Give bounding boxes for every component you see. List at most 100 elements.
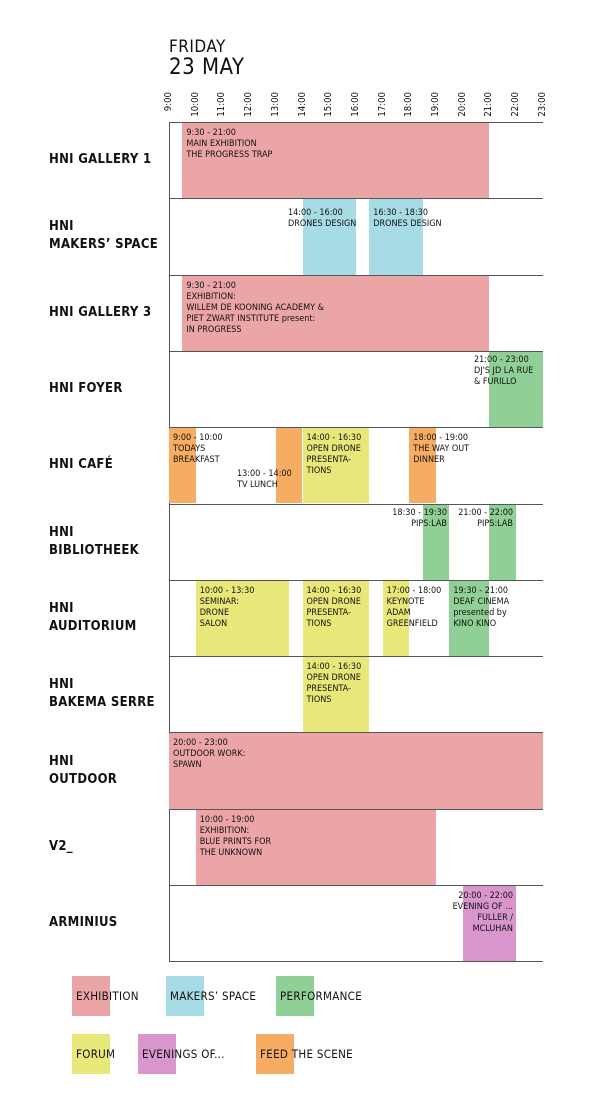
event-label: 10:00 - 19:00 EXHIBITION: BLUE PRINTS FOR T… — [200, 815, 272, 859]
event-block — [182, 123, 490, 199]
event-label-line: ADAM — [386, 607, 411, 618]
event-label-line: DEAF CINEMA — [453, 596, 510, 607]
venue-name: HNI GALLERY 1 — [49, 151, 151, 169]
legend-label: FEED THE SCENE — [260, 1047, 354, 1061]
event-label-line: presented by — [453, 607, 507, 618]
event-label: 17:00 - 18:00 KEYNOTE ADAM GREENFIELD — [387, 586, 442, 630]
event-block — [195, 580, 290, 657]
hour-label: 16:00 — [349, 92, 361, 117]
venue-name-line: HNI — [49, 753, 74, 769]
venue-name-line: ARMINIUS — [49, 915, 118, 931]
event-label-line: TIONS — [306, 695, 332, 706]
event-block — [489, 351, 543, 428]
date-label: 23 MAY — [169, 55, 245, 80]
event-label-line: THE UNKNOWN — [199, 847, 263, 858]
event-label: 16:30 - 18:30 DRONES DESIGN — [373, 208, 441, 230]
axis-start-line — [169, 122, 170, 962]
event-label: 20:00 - 22:00 EVENING OF ... FULLER / MCLUH… — [441, 891, 513, 935]
row-divider — [169, 808, 543, 810]
event-label-line: KEYNOTE — [386, 596, 425, 607]
legend-label: EVENINGS OF... — [142, 1047, 225, 1061]
legend-swatch — [166, 976, 204, 1016]
event-block — [169, 733, 543, 809]
hour-label: 11:00 — [216, 92, 228, 117]
row-divider — [169, 656, 543, 658]
event-label-line: 10:00 - 13:30 — [199, 585, 255, 596]
row-divider — [169, 427, 543, 429]
event-label-line: 14:00 - 16:30 — [306, 585, 362, 596]
event-label-line: MAIN EXHIBITION — [186, 139, 257, 149]
event-block — [489, 504, 517, 580]
legend-label: FORUM — [76, 1047, 116, 1061]
event-label-line: IN PROGRESS — [186, 324, 242, 335]
event-label-line: THE PROGRESS TRAP — [186, 150, 273, 160]
venue-name-line: V2_ — [49, 838, 73, 854]
venue-name-line: HNI — [49, 219, 74, 235]
event-label-line: 18:00 - 19:00 — [413, 433, 469, 444]
event-label-line: PRESENTA- — [306, 455, 351, 466]
venue-name-line: HNI — [49, 677, 74, 693]
event-block — [422, 504, 450, 580]
event-block — [409, 428, 436, 504]
event-label-line: OPEN DRONE — [306, 673, 361, 684]
event-label-line: SALON — [199, 618, 228, 629]
hour-label: 19:00 — [430, 92, 441, 117]
event-label-line: DINNER — [413, 455, 445, 466]
venue-name-line: HNI GALLERY 3 — [49, 304, 152, 320]
venue-name-line: HNI CAFÉ — [49, 457, 114, 473]
hour-label: 9:00 — [163, 92, 174, 112]
event-label-line: 19:30 - 21:00 — [453, 585, 509, 596]
event-label-line: TIONS — [306, 618, 332, 629]
event-block — [462, 886, 517, 962]
event-label: 9:30 - 21:00 MAIN EXHIBITION THE PROGRESS … — [186, 128, 272, 161]
venue-name-line: BIBLIOTHEEK — [49, 542, 140, 558]
hour-label: 12:00 — [243, 92, 255, 117]
venue-name: HNI AUDITORIUM — [49, 600, 137, 636]
legend-label: MAKERS’ SPACE — [170, 989, 257, 1003]
event-label: 21:00 - 22:00 PIPS:LAB — [447, 508, 513, 530]
row-divider — [169, 122, 543, 123]
event-block — [369, 199, 423, 275]
event-label: 21:00 - 23:00 DJ'S JD LA RUE & FURILLO — [474, 355, 533, 388]
event-label-line: 17:00 - 18:00 — [386, 585, 442, 596]
event-block — [182, 275, 490, 351]
legend-swatch — [138, 1034, 176, 1074]
event-label-line: TODAYS — [173, 444, 206, 455]
event-label-line: FULLER / — [477, 913, 513, 923]
venue-name-line: HNI — [49, 600, 74, 616]
venue-name-line: AUDITORIUM — [49, 618, 137, 634]
venue-name: HNI CAFÉ — [49, 456, 113, 474]
event-block — [302, 657, 370, 733]
venue-name: ARMINIUS — [49, 914, 118, 932]
venue-name: HNI BIBLIOTHEEK — [49, 524, 139, 560]
event-label-line: 10:00 - 19:00 — [199, 814, 255, 825]
venue-name-line: HNI FOYER — [49, 381, 123, 397]
event-label: 9:00 - 10:00 TODAYS BREAKFAST — [173, 433, 223, 466]
hour-label: 14:00 — [296, 92, 308, 117]
event-label-line: PIPS:LAB — [477, 518, 513, 529]
legend-swatch — [276, 976, 314, 1016]
event-label-line: DJ'S JD LA RUE — [474, 365, 534, 376]
event-label: 19:30 - 21:00 DEAF CINEMA presented by KINO… — [453, 586, 509, 630]
event-label-line: TIONS — [306, 466, 332, 477]
event-label-line: PIPS:LAB — [411, 518, 447, 529]
venue-name: HNI FOYER — [49, 380, 123, 398]
event-block — [382, 580, 410, 657]
event-label-line: MCLUHAN — [472, 924, 513, 934]
legend-swatch — [72, 1034, 110, 1074]
row-divider — [169, 198, 543, 200]
event-label-line: TV LUNCH — [237, 480, 278, 491]
venue-name-line: MAKERS’ SPACE — [49, 237, 159, 253]
venue-name-line: OUTDOOR — [49, 771, 118, 787]
row-divider — [169, 961, 543, 963]
schedule-header: FRIDAY 23 MAY — [169, 38, 244, 80]
event-label-line: DRONES DESIGN — [288, 219, 357, 230]
event-label-line: DRONES DESIGN — [373, 219, 442, 230]
event-label-line: 21:00 - 23:00 — [474, 354, 529, 365]
hour-label: 22:00 — [510, 92, 522, 117]
hour-label: 21:00 — [483, 92, 495, 117]
event-label-line: SPAWN — [173, 760, 202, 771]
event-label-line: EVENING OF ... — [452, 902, 513, 912]
event-label-line: 18:30 - 19:30 — [392, 507, 447, 518]
day-label: FRIDAY — [169, 37, 226, 57]
